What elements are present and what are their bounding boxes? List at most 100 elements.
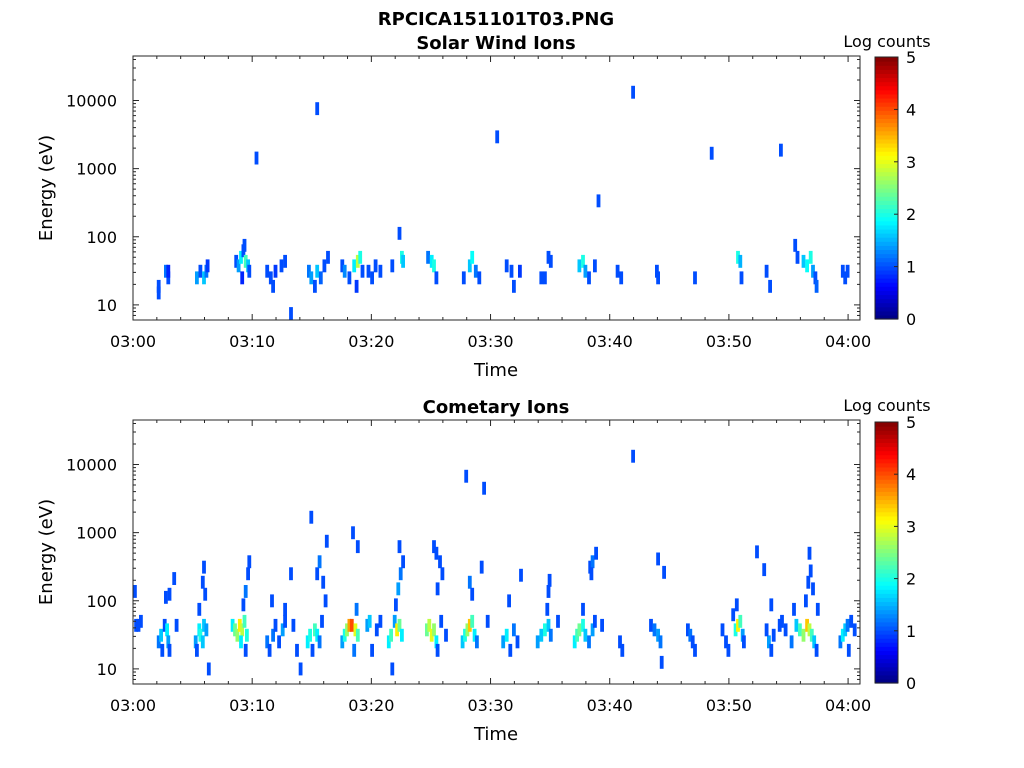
heatmap-cell	[808, 564, 813, 578]
heatmap-cell	[843, 623, 848, 637]
x-tick-label: 04:00	[825, 696, 871, 715]
y-tick-label: 1000	[76, 524, 117, 543]
heatmap-cell	[342, 628, 347, 642]
heatmap-cell	[267, 643, 272, 657]
colorbar-segment	[875, 273, 898, 279]
heatmap-cell	[438, 555, 442, 569]
heatmap-cell	[548, 254, 553, 268]
heatmap-cell	[204, 623, 209, 637]
heatmap-cell	[160, 643, 165, 657]
colorbar-segment	[875, 130, 898, 136]
heatmap-cell	[600, 618, 604, 632]
heatmap-cell	[432, 259, 436, 273]
colorbar-segment	[875, 261, 898, 267]
heatmap-cell	[485, 614, 490, 628]
heatmap-cell	[535, 635, 540, 649]
heatmap-cell	[200, 635, 205, 649]
heatmap-cell	[367, 614, 372, 628]
heatmap-cell	[133, 585, 137, 598]
colorbar-segment	[875, 519, 898, 525]
heatmap-cell	[583, 628, 588, 642]
heatmap-cell	[804, 594, 808, 608]
colorbar-segment	[875, 634, 898, 639]
heatmap-cell	[656, 552, 660, 566]
colorbar-segment	[875, 290, 898, 296]
heatmap-cell	[239, 635, 243, 649]
heatmap-cell	[289, 567, 293, 581]
colorbar-segment	[875, 171, 898, 177]
colorbar-segment	[875, 183, 898, 189]
y-axis-label: Energy (eV)	[36, 499, 57, 605]
heatmap-cell	[783, 623, 788, 637]
colorbar-segment	[875, 454, 898, 460]
colorbar-segment	[875, 208, 898, 214]
colorbar-segment	[875, 507, 898, 513]
heatmap-cell	[479, 560, 484, 574]
heatmap-cell	[197, 602, 202, 616]
colorbar-segment	[875, 503, 898, 509]
colorbar-segment	[875, 470, 898, 476]
heatmap-cell	[400, 628, 404, 642]
heatmap-cell	[463, 628, 467, 642]
heatmap-cell	[734, 598, 739, 612]
heatmap-cell	[444, 628, 448, 642]
panel-title: Solar Wind Ions	[416, 33, 575, 54]
heatmap-cell	[355, 254, 360, 268]
heatmap-cell	[738, 254, 743, 268]
heatmap-cell	[240, 623, 245, 637]
heatmap-cell	[504, 628, 509, 642]
heatmap-cell	[519, 568, 523, 582]
heatmap-cell	[305, 635, 310, 649]
colorbar-tick-label: 4	[906, 100, 916, 119]
colorbar-segment	[875, 556, 898, 562]
colorbar-segment	[875, 228, 898, 234]
heatmap-cell	[475, 635, 479, 649]
colorbar-segment	[875, 249, 898, 255]
x-axis-label: Time	[473, 360, 518, 381]
heatmap-cell	[620, 643, 625, 657]
colorbar-segment	[875, 572, 898, 578]
heatmap-cell	[239, 250, 243, 264]
colorbar-segment	[875, 245, 898, 250]
heatmap-cell	[318, 271, 323, 285]
x-tick-label: 03:40	[587, 332, 633, 351]
heatmap-cell	[733, 623, 738, 637]
heatmap-cell	[543, 623, 547, 637]
colorbar-segment	[875, 638, 898, 643]
heatmap-cell	[426, 250, 430, 264]
heatmap-cell	[247, 555, 252, 569]
colorbar-segment	[875, 159, 898, 165]
colorbar-segment	[875, 110, 898, 115]
heatmap-cell	[206, 662, 211, 676]
heatmap-cell	[242, 238, 247, 252]
colorbar-segment	[875, 102, 898, 107]
colorbar-tick-label: 3	[906, 517, 916, 536]
heatmap-cell	[690, 635, 695, 649]
heatmap-cell	[429, 254, 434, 268]
heatmap-cell	[686, 623, 690, 637]
colorbar-segment	[875, 601, 898, 607]
heatmap-cell	[780, 614, 784, 628]
heatmap-cell	[724, 635, 728, 649]
colorbar-segment	[875, 73, 898, 79]
heatmap-cell	[139, 614, 143, 628]
colorbar-segment	[875, 552, 898, 558]
heatmap-cell	[390, 662, 395, 676]
heatmap-cell	[321, 575, 326, 589]
heatmap-cell	[166, 264, 171, 278]
colorbar-segment	[875, 532, 898, 537]
colorbar-label: Log counts	[843, 396, 930, 415]
heatmap-cell	[794, 618, 799, 632]
heatmap-cell	[779, 143, 783, 157]
x-tick-label: 03:50	[706, 696, 752, 715]
colorbar-segment	[875, 613, 898, 619]
y-tick-label: 1000	[76, 160, 117, 179]
colorbar-segment	[875, 77, 898, 83]
heatmap-cell	[545, 602, 550, 616]
colorbar-segment	[875, 564, 898, 570]
heatmap-cell	[355, 540, 360, 554]
colorbar-segment	[875, 106, 898, 111]
heatmap-cell	[543, 271, 547, 285]
heatmap-cell	[240, 271, 245, 285]
heatmap-cell	[769, 643, 774, 657]
